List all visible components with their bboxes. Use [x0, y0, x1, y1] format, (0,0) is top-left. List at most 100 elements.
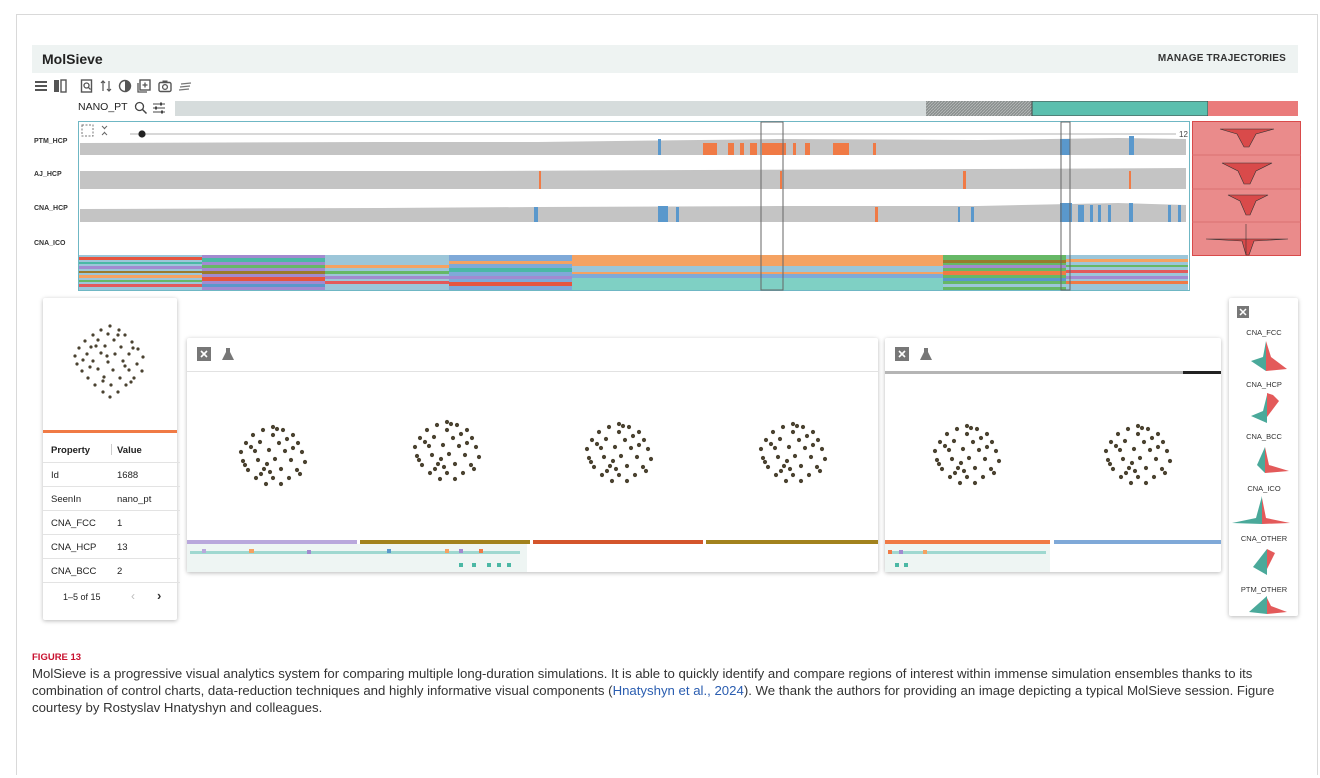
sequence-bar — [187, 540, 357, 544]
sequence-bar — [885, 540, 1050, 544]
shrink-icon[interactable] — [101, 125, 108, 136]
table-row: Id 1688 — [43, 462, 180, 487]
app-bar: MolSieve MANAGE TRAJECTORIES — [32, 45, 1298, 73]
timeline-progress-end — [1183, 371, 1221, 374]
violin-label: CNA_HCP — [1246, 380, 1282, 389]
track-aj-hcp[interactable] — [80, 168, 1186, 189]
molecule-render — [584, 421, 654, 484]
figure-frame — [16, 14, 1318, 775]
pagination: 1–5 of 15 ‹ › — [43, 582, 180, 607]
molecule-strip[interactable] — [187, 372, 878, 572]
list-icon[interactable] — [34, 79, 48, 93]
mini-state-squares — [190, 549, 520, 567]
property-cell: CNA_FCC — [51, 518, 96, 529]
comparison-panel-a — [187, 338, 878, 572]
manage-trajectories-button[interactable]: MANAGE TRAJECTORIES — [1157, 53, 1286, 64]
violin-label: CNA_OTHER — [1240, 534, 1288, 543]
violin-chart[interactable] — [1232, 494, 1292, 528]
table-row: CNA_HCP 13 — [43, 534, 180, 559]
control-chart-panel[interactable] — [1192, 121, 1301, 257]
menu-lines-icon[interactable] — [178, 79, 192, 93]
molecule-render — [932, 423, 1002, 486]
violin-chart[interactable] — [1243, 391, 1291, 425]
table-row: CNA_FCC 1 — [43, 510, 180, 535]
violin-label: CNA_FCC — [1246, 328, 1282, 337]
flask-icon[interactable] — [919, 347, 933, 361]
trajectory-name: NANO_PT — [78, 101, 128, 113]
violin-label: CNA_BCC — [1246, 432, 1282, 441]
violin-label: PTM_OTHER — [1240, 585, 1288, 594]
violin-chart[interactable] — [1243, 594, 1291, 616]
property-cell: CNA_BCC — [51, 566, 97, 577]
mini-state-squares — [888, 550, 1046, 567]
selection-region[interactable] — [1060, 121, 1071, 291]
property-cell: Id — [51, 470, 59, 481]
violin-chart[interactable] — [1243, 339, 1291, 373]
molecule-render — [758, 421, 828, 484]
table-row: CNA_BCC 2 — [43, 558, 180, 583]
caption-text: ). We thank the authors for providing an… — [32, 683, 1275, 715]
mini-state-track — [885, 544, 1050, 572]
figure-caption: MolSieve is a progressive visual analyti… — [32, 665, 1298, 716]
table-row: SeenIn nano_pt — [43, 486, 180, 511]
slider-max-label: 12 — [1179, 130, 1188, 139]
column-divider — [111, 444, 112, 455]
table-header: Property Value — [43, 438, 177, 462]
zoom-page-icon[interactable] — [80, 79, 94, 93]
violin-label: CNA_ICO — [1247, 484, 1281, 493]
split-view-icon[interactable] — [53, 79, 67, 93]
molecule-strip[interactable] — [885, 372, 1221, 572]
track-label: AJ_HCP — [34, 171, 62, 178]
overview-bar[interactable] — [175, 101, 1300, 116]
molecule-render — [412, 419, 482, 482]
violin-chart[interactable] — [1243, 545, 1291, 579]
camera-icon[interactable] — [158, 79, 172, 93]
track-label: CNA_ICO — [34, 240, 66, 247]
violin-chart[interactable] — [1243, 443, 1291, 477]
timeline-view[interactable]: 12 — [78, 121, 1190, 291]
next-page-icon[interactable]: › — [157, 588, 162, 603]
state-color-bar — [43, 430, 177, 433]
atom-cluster — [73, 324, 145, 399]
timeline-progress — [885, 371, 1183, 374]
pagination-label: 1–5 of 15 — [63, 592, 101, 602]
figure-label: FIGURE 13 — [32, 652, 82, 663]
state-detail-card: Property Value Id 1688 SeenIn nano_pt CNA_… — [43, 298, 180, 620]
sort-icon[interactable] — [99, 79, 113, 93]
citation-link[interactable]: Hnatyshyn et al., 2024 — [612, 683, 744, 698]
column-header-value: Value — [117, 445, 142, 456]
value-cell: 13 — [117, 542, 128, 553]
slider-thumb[interactable] — [138, 130, 146, 138]
value-cell: 2 — [117, 566, 123, 577]
add-box-icon[interactable] — [137, 79, 151, 93]
sequence-bar — [1054, 540, 1221, 544]
track-ptm-hcp[interactable] — [80, 136, 1186, 155]
fit-icon[interactable] — [81, 124, 94, 137]
molecule-render — [1103, 423, 1173, 486]
prev-page-icon[interactable]: ‹ — [131, 589, 135, 603]
selection-region[interactable] — [760, 121, 784, 291]
column-header-property: Property — [51, 445, 91, 456]
close-icon[interactable] — [1237, 306, 1249, 318]
flask-icon[interactable] — [221, 347, 235, 361]
zoom-icon[interactable] — [134, 101, 148, 115]
close-icon[interactable] — [197, 347, 211, 361]
caption-text: MolSieve is a progressive visual analyti… — [32, 666, 1253, 698]
comparison-panel-b — [885, 338, 1221, 572]
mini-state-track — [187, 544, 527, 572]
value-cell: 1688 — [117, 470, 139, 481]
app-title: MolSieve — [42, 51, 103, 67]
molecule-render[interactable] — [63, 320, 157, 400]
contrast-icon[interactable] — [118, 79, 132, 93]
molecule-render — [238, 424, 308, 487]
sequence-bar — [706, 540, 878, 544]
value-cell: nano_pt — [117, 494, 152, 505]
property-cell: SeenIn — [51, 494, 82, 505]
track-cna-hcp[interactable] — [80, 203, 1186, 222]
value-cell: 1 — [117, 518, 123, 529]
sequence-bar — [533, 540, 703, 544]
close-icon[interactable] — [895, 347, 909, 361]
tune-icon[interactable] — [152, 101, 166, 115]
track-label: CNA_HCP — [34, 205, 68, 212]
sequence-bands[interactable] — [79, 255, 1188, 290]
